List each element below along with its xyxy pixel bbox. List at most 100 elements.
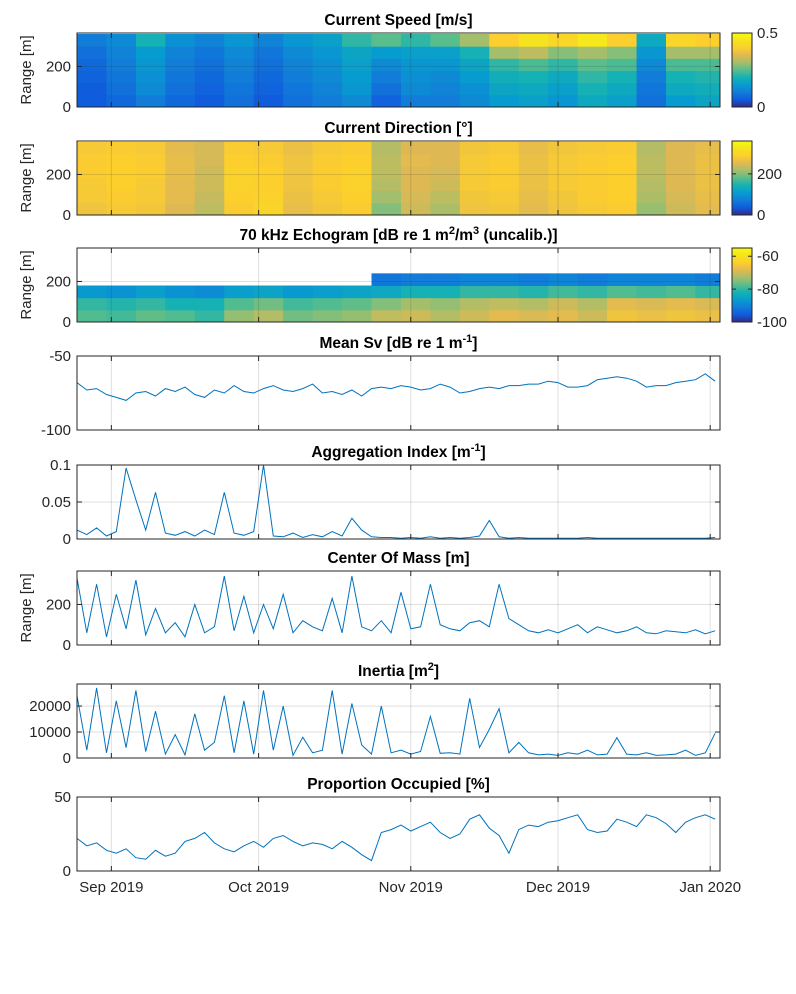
heatmap-cell [400,70,431,84]
heatmap-cell [106,190,137,204]
y-axis-label: Range [m] [18,250,35,319]
heatmap-cell [695,70,720,84]
heatmap-cell [371,273,402,287]
heatmap-cell [489,285,520,299]
heatmap-cell [518,34,549,47]
panel-title: 70 kHz Echogram [dB re 1 m2​/m3​ (uncali… [239,225,557,244]
heatmap-cell [400,46,431,59]
series-line [77,465,716,539]
y-tick-label: 200 [46,596,71,613]
heatmap-cell [607,285,638,299]
colorbar-tick-label: -60 [757,248,779,265]
heatmap-cell [165,202,196,215]
heatmap-cell [371,70,402,84]
heatmap-cell [342,178,373,192]
heatmap-cell [165,285,196,299]
heatmap-cell [636,70,667,84]
panel-title: Current Speed [m/s] [324,12,472,29]
heatmap-cell [430,190,461,204]
panel-6: 0 200 Center Of Mass [m] Range [m] [18,550,721,654]
heatmap-cell [430,82,461,96]
heatmap-cell [666,94,696,107]
heatmap-cell [548,285,579,299]
heatmap-cell [400,178,431,192]
heatmap-cell [253,70,284,84]
heatmap-cell [106,34,137,47]
heatmap-cell [518,285,549,299]
heatmap-cell [253,285,284,299]
y-tick-label: -50 [49,348,71,365]
heatmap-cell [577,142,608,155]
heatmap-cell [666,309,696,322]
heatmap-cell [283,178,314,192]
heatmap-cell [518,273,549,287]
y-axis-label: Range [m] [18,35,35,104]
heatmap-cell [489,190,520,204]
heatmap-cell [283,34,314,47]
heatmap-cell [194,178,225,192]
heatmap-cell [400,94,431,107]
heatmap-cell [135,309,166,322]
heatmap-cell [636,94,667,107]
colorbar-tick-label: 200 [757,166,782,183]
heatmap-cell [312,297,343,311]
heatmap-cell [135,46,166,59]
heatmap-cell [459,202,490,215]
heatmap-cell [400,58,431,72]
heatmap-cell [135,142,166,155]
y-tick-label: 0 [63,750,71,767]
heatmap-cell [430,142,461,155]
series-line [77,687,716,757]
heatmap-cell [489,297,520,311]
heatmap-cell [459,70,490,84]
heatmap-cell [430,46,461,59]
panel-4: -100 -50 Mean Sv [dB re 1 m-1​] [41,333,721,439]
heatmap-cell [371,178,402,192]
heatmap-cell [577,309,608,322]
heatmap-cell [371,154,402,167]
panel-title: Inertia [m2​] [358,661,439,680]
heatmap-cell [459,285,490,299]
heatmap-cell [106,82,137,96]
colorbar: -100 -80 -60 [731,247,787,331]
heatmap-cell [666,297,696,311]
heatmap-cell [312,178,343,192]
heatmap-cell [283,166,314,180]
heatmap-cell [400,142,431,155]
colorbar: 00.5 [731,25,778,116]
heatmap-cell [666,190,696,204]
heatmap-cell [253,82,284,96]
heatmap-cell [459,297,490,311]
heatmap-cell [371,58,402,72]
heatmap-cell [77,154,107,167]
heatmap-cell [695,190,720,204]
series-line [77,814,716,862]
x-tick-label: Oct 2019 [228,879,289,896]
heatmap-cell [106,297,137,311]
heatmap-cell [607,94,638,107]
panel-title: Aggregation Index [m-1​] [311,442,485,461]
heatmap-cell [430,273,461,287]
heatmap-cell [518,142,549,155]
x-tick-label: Jan 2020 [679,879,741,896]
heatmap-cell [430,285,461,299]
panel-7: 0 10000 20000 Inertia [m2​] [29,661,721,767]
heatmap-cell [607,58,638,72]
heatmap-cell [77,297,107,311]
heatmap-cell [489,34,520,47]
y-tick-label: 0.05 [42,494,71,511]
heatmap-cell [430,166,461,180]
heatmap-cell [695,285,720,299]
heatmap-cell [371,46,402,59]
heatmap-cell [312,154,343,167]
heatmap-cell [194,70,225,84]
heatmap-cell [518,190,549,204]
heatmap-cell [165,178,196,192]
heatmap-cell [165,166,196,180]
heatmap-cell [548,202,579,215]
series-line [77,373,716,401]
heatmap-cell [224,82,255,96]
heatmap-cell [165,46,196,59]
heatmap-cell [77,190,107,204]
heatmap-cell [194,202,225,215]
